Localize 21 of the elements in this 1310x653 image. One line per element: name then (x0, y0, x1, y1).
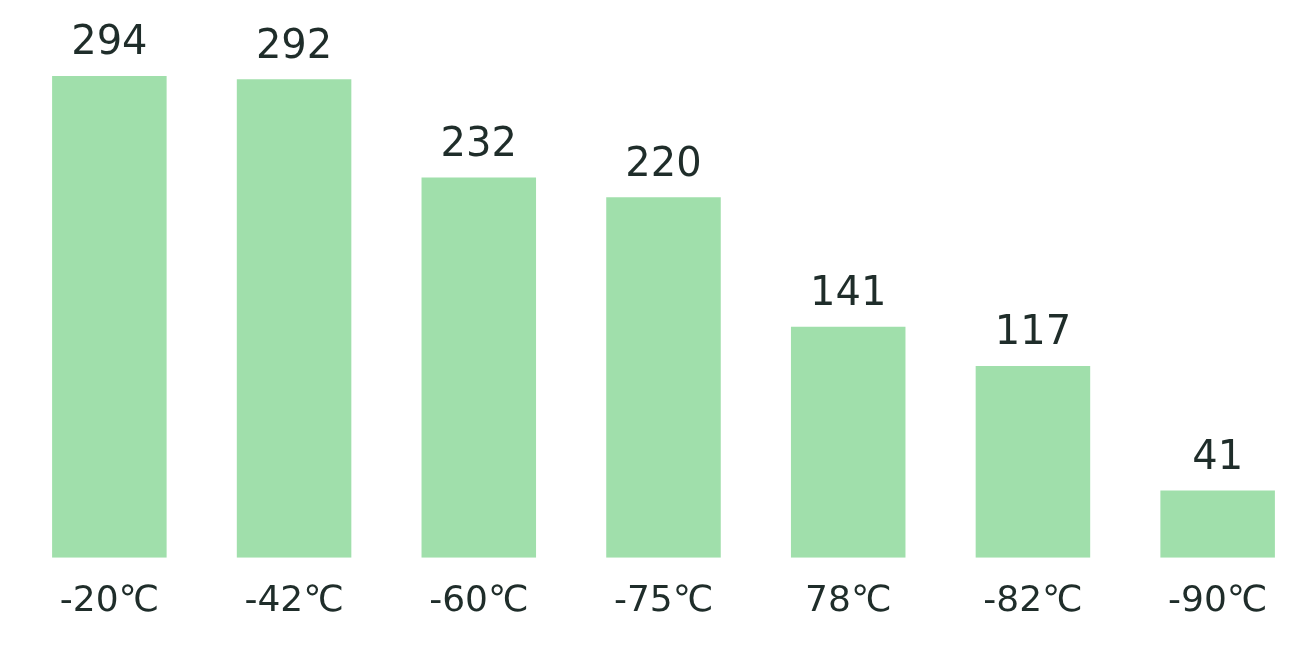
data-label: 292 (255, 20, 333, 67)
x-tick-label: -75℃ (613, 577, 714, 619)
data-label: 41 (1192, 432, 1244, 478)
data-label: 294 (71, 17, 148, 64)
data-label: 220 (625, 138, 702, 185)
data-label: 141 (810, 268, 887, 315)
data-label: 117 (994, 307, 1072, 354)
bar (236, 79, 352, 558)
x-tick-label: 78℃ (805, 577, 892, 619)
x-tick-label: -90℃ (1168, 577, 1268, 619)
x-tick-label: -20℃ (59, 577, 159, 619)
bar (421, 177, 537, 558)
bar (975, 366, 1091, 558)
data-label: 232 (440, 118, 517, 165)
bar (1160, 490, 1275, 558)
x-tick-label: -82℃ (983, 577, 1083, 619)
bar (606, 197, 721, 558)
bar (52, 76, 167, 558)
x-tick-label: -60℃ (429, 577, 529, 619)
x-tick-label: -42℃ (244, 577, 344, 619)
bar (790, 326, 906, 558)
